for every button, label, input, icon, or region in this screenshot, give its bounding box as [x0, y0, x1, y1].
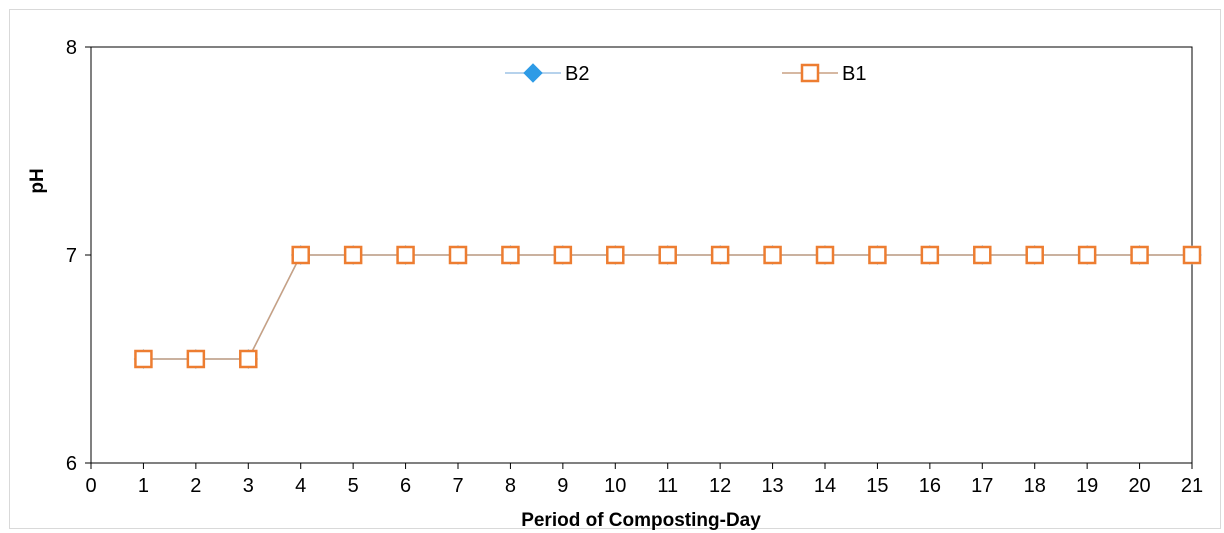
x-axis: 0 1 2 3 4 5 6 7 8 9 10 11 12 13 14 15 16 17 18 19 20 21	[85, 463, 1203, 497]
x-tick-label: 20	[1128, 475, 1150, 497]
x-tick-label: 8	[505, 475, 516, 497]
x-tick-label: 12	[709, 475, 731, 497]
data-point-B1	[186, 349, 206, 369]
data-point-B1	[1025, 245, 1044, 265]
data-point-B1	[396, 245, 415, 265]
legend-item-B1: B1	[782, 63, 866, 85]
x-tick-label: 10	[604, 475, 626, 497]
data-point-B1	[815, 245, 835, 265]
data-point-B1	[658, 245, 677, 265]
x-tick-label: 15	[866, 475, 888, 497]
legend-item-B2: B2	[505, 63, 589, 85]
data-point-B1	[1182, 245, 1202, 265]
data-point-B1	[606, 245, 625, 265]
x-tick-label: 2	[190, 475, 201, 497]
data-point-B1	[134, 349, 153, 369]
x-tick-label: 14	[814, 475, 836, 497]
data-point-B1	[291, 245, 310, 265]
legend: B2 B1	[505, 63, 866, 85]
x-tick-label: 16	[919, 475, 941, 497]
data-point-B1	[1130, 245, 1149, 265]
x-tick-label: 13	[761, 475, 783, 497]
data-point-B1	[501, 245, 520, 265]
y-axis: 6 7 8	[66, 37, 91, 475]
data-point-B1	[239, 349, 258, 369]
data-point-B1	[868, 245, 887, 265]
x-tick-label: 0	[85, 475, 96, 497]
x-tick-label: 1	[138, 475, 149, 497]
x-tick-label: 18	[1024, 475, 1046, 497]
x-tick-label: 6	[400, 475, 411, 497]
y-tick-label: 8	[66, 37, 77, 59]
x-tick-label: 3	[243, 475, 254, 497]
series-B1	[134, 245, 1202, 369]
data-point-B1	[448, 245, 468, 265]
x-axis-title: Period of Composting-Day	[521, 510, 761, 531]
x-tick-label: 9	[557, 475, 568, 497]
x-tick-label: 21	[1181, 475, 1203, 497]
x-tick-label: 7	[452, 475, 463, 497]
chart-frame	[9, 9, 1221, 529]
x-tick-label: 19	[1076, 475, 1098, 497]
legend-marker-B1	[800, 63, 820, 83]
data-point-B1	[553, 245, 573, 265]
data-point-B1	[343, 245, 363, 265]
series-layer	[133, 245, 1202, 369]
data-point-B1	[763, 245, 782, 265]
x-tick-label: 5	[348, 475, 359, 497]
legend-label: B2	[565, 63, 589, 85]
y-axis-title: pH	[27, 168, 48, 193]
y-tick-label: 6	[66, 453, 77, 475]
data-point-B1	[710, 245, 730, 265]
data-point-B1	[920, 245, 940, 265]
legend-label: B1	[842, 63, 866, 85]
x-tick-label: 17	[971, 475, 993, 497]
x-tick-label: 11	[657, 475, 678, 497]
data-point-B1	[1077, 245, 1097, 265]
y-tick-label: 7	[66, 245, 77, 267]
x-tick-label: 4	[295, 475, 306, 497]
legend-marker-B2	[523, 63, 543, 83]
data-point-B1	[973, 245, 992, 265]
